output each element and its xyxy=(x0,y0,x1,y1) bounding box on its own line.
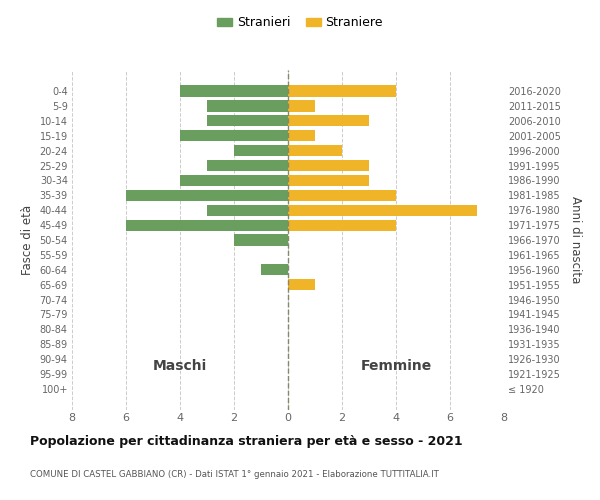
Bar xyxy=(288,100,315,112)
Bar xyxy=(261,264,288,276)
Bar xyxy=(234,145,288,156)
Bar xyxy=(234,234,288,246)
Bar xyxy=(288,160,369,171)
Text: Popolazione per cittadinanza straniera per età e sesso - 2021: Popolazione per cittadinanza straniera p… xyxy=(30,435,463,448)
Text: Maschi: Maschi xyxy=(153,360,207,374)
Bar xyxy=(288,204,477,216)
Bar xyxy=(126,220,288,230)
Bar xyxy=(288,130,315,141)
Bar xyxy=(207,160,288,171)
Bar xyxy=(126,190,288,201)
Bar xyxy=(288,175,369,186)
Bar xyxy=(288,86,396,96)
Bar xyxy=(288,145,342,156)
Bar xyxy=(180,175,288,186)
Bar xyxy=(288,115,369,126)
Bar xyxy=(207,115,288,126)
Bar xyxy=(288,279,315,290)
Bar xyxy=(207,100,288,112)
Text: COMUNE DI CASTEL GABBIANO (CR) - Dati ISTAT 1° gennaio 2021 - Elaborazione TUTTI: COMUNE DI CASTEL GABBIANO (CR) - Dati IS… xyxy=(30,470,439,479)
Y-axis label: Anni di nascita: Anni di nascita xyxy=(569,196,583,284)
Bar xyxy=(180,130,288,141)
Bar xyxy=(180,86,288,96)
Legend: Stranieri, Straniere: Stranieri, Straniere xyxy=(212,11,388,34)
Bar xyxy=(288,190,396,201)
Text: Femmine: Femmine xyxy=(361,360,431,374)
Y-axis label: Fasce di età: Fasce di età xyxy=(21,205,34,275)
Bar xyxy=(288,220,396,230)
Bar xyxy=(207,204,288,216)
